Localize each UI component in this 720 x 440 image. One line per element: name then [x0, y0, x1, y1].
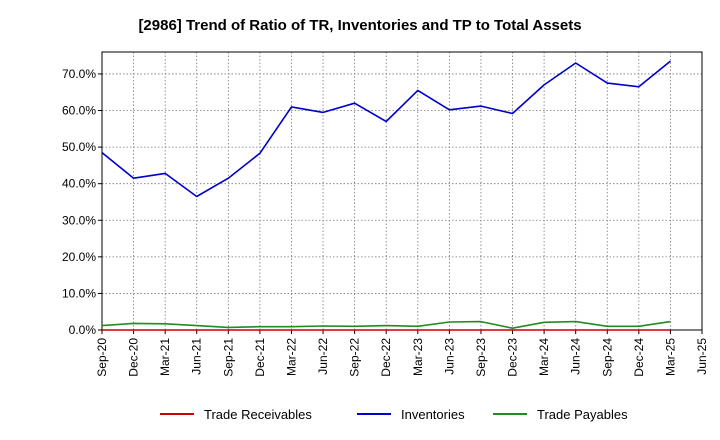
chart-title: [2986] Trend of Ratio of TR, Inventories… — [138, 17, 581, 34]
x-tick-label: Mar-24 — [537, 338, 551, 376]
legend: Trade Receivables Inventories Trade Payabl… — [160, 407, 628, 422]
plot-area — [101, 51, 703, 331]
y-tick-label: 10.0% — [62, 286, 96, 300]
x-axis: Sep-20 Dec-20 Mar-21 Jun-21 Sep-21 Dec-21 Mar-… — [95, 330, 709, 377]
x-tick-label: Sep-24 — [600, 338, 614, 377]
y-tick-label: 30.0% — [62, 213, 96, 227]
legend-label-trade-receivables: Trade Receivables — [204, 407, 312, 422]
x-tick-label: Mar-22 — [284, 338, 298, 376]
x-tick-label: Sep-20 — [95, 338, 109, 377]
x-tick-label: Sep-22 — [348, 338, 362, 377]
x-tick-label: Mar-25 — [663, 338, 677, 376]
x-tick-label: Jun-24 — [569, 338, 583, 375]
x-tick-label: Mar-23 — [411, 338, 425, 376]
series-line-trade-payables — [101, 320, 671, 330]
legend-label-trade-payables: Trade Payables — [537, 407, 628, 422]
x-tick-label: Jun-25 — [695, 338, 709, 375]
grid — [102, 52, 702, 330]
x-tick-label: Dec-24 — [632, 338, 646, 377]
y-axis: 0.0% 10.0% 20.0% 30.0% 40.0% 50.0% 60.0% 70.0% — [62, 67, 102, 337]
x-tick-label: Dec-20 — [127, 338, 141, 377]
y-tick-label: 50.0% — [62, 140, 96, 154]
y-tick-label: 70.0% — [62, 67, 96, 81]
x-tick-label: Sep-23 — [474, 338, 488, 377]
y-tick-label: 0.0% — [69, 323, 97, 337]
series-lines — [101, 60, 671, 331]
x-tick-label: Sep-21 — [221, 338, 235, 377]
series-line-inventories — [101, 60, 671, 198]
x-tick-label: Dec-23 — [506, 338, 520, 377]
x-tick-label: Jun-22 — [316, 338, 330, 375]
legend-label-inventories: Inventories — [401, 407, 465, 422]
x-tick-label: Jun-23 — [442, 338, 456, 375]
x-tick-label: Dec-22 — [379, 338, 393, 377]
x-tick-label: Mar-21 — [158, 338, 172, 376]
x-tick-label: Jun-21 — [190, 338, 204, 375]
y-tick-label: 40.0% — [62, 177, 96, 191]
y-tick-label: 60.0% — [62, 104, 96, 118]
y-tick-label: 20.0% — [62, 250, 96, 264]
x-tick-label: Dec-21 — [253, 338, 267, 377]
